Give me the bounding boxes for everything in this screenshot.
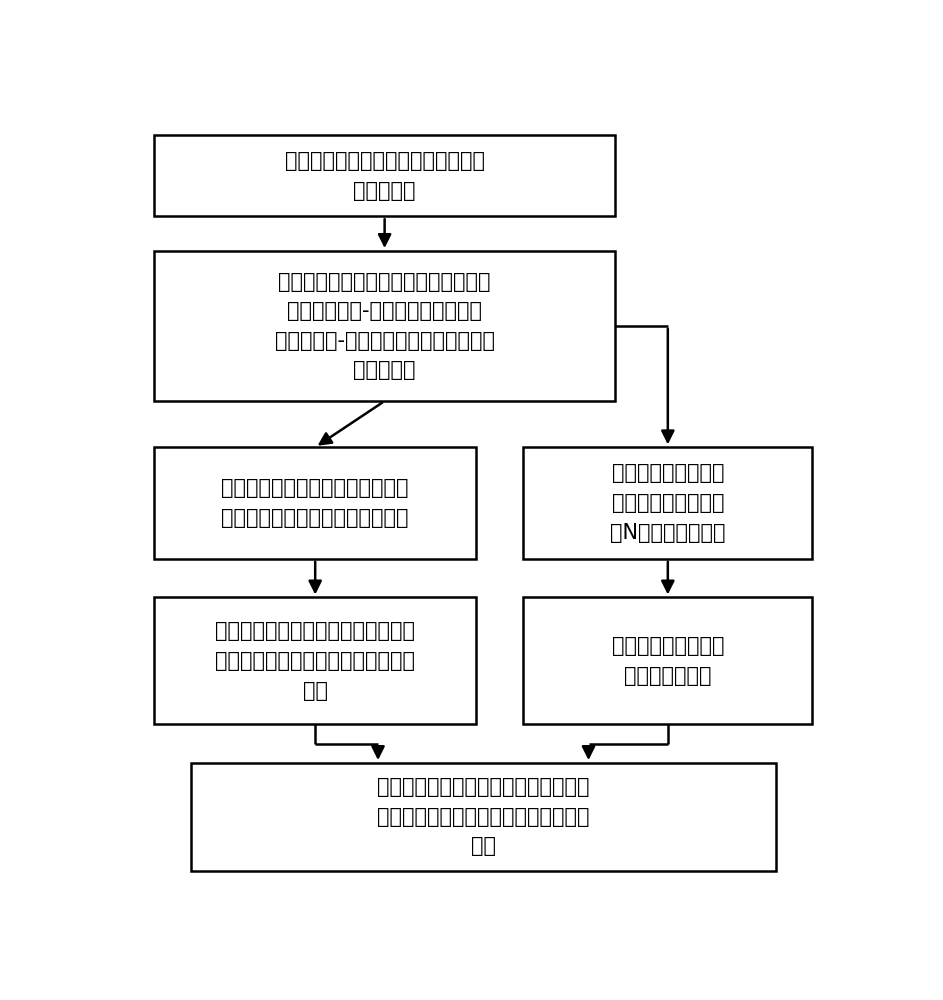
Bar bbox=[523, 597, 812, 724]
Bar bbox=[155, 597, 476, 724]
Text: 计算干扰信号转发需
要的延迟时钟数: 计算干扰信号转发需 要的延迟时钟数 bbox=[612, 636, 724, 686]
Bar bbox=[155, 251, 615, 401]
Text: 利用历程差之和计算
延时差，将延时差增
加N个脉冲重复间隔: 利用历程差之和计算 延时差，将延时差增 加N个脉冲重复间隔 bbox=[610, 463, 725, 543]
Text: 根据延迟时钟数将干扰信号进行延迟转
发到雷达照射区域，实现有效的散射波
干扰: 根据延迟时钟数将干扰信号进行延迟转 发到雷达照射区域，实现有效的散射波 干扰 bbox=[377, 777, 589, 856]
Text: 利用安装于浮空平台的干扰机截获雷
达时域信号: 利用安装于浮空平台的干扰机截获雷 达时域信号 bbox=[285, 151, 485, 201]
Text: 利用历程差之和，计算相位调制系
数，对雷达时域信号进行相位调制: 利用历程差之和，计算相位调制系 数，对雷达时域信号进行相位调制 bbox=[222, 478, 409, 528]
Bar bbox=[523, 447, 812, 559]
Text: 增大照射区域的调制中心距离向位置，
计算目标中心-新调制中心历程差，
新调制中心-照射中心历程差，以及这两
历程差之和: 增大照射区域的调制中心距离向位置， 计算目标中心-新调制中心历程差， 新调制中心… bbox=[274, 272, 495, 380]
Text: 调整干扰机天线增益，对相位调制后
的信号数据进行增益调制，生成干扰
信号: 调整干扰机天线增益，对相位调制后 的信号数据进行增益调制，生成干扰 信号 bbox=[215, 621, 415, 701]
Bar bbox=[155, 447, 476, 559]
Bar bbox=[155, 135, 615, 216]
Bar bbox=[191, 763, 776, 871]
